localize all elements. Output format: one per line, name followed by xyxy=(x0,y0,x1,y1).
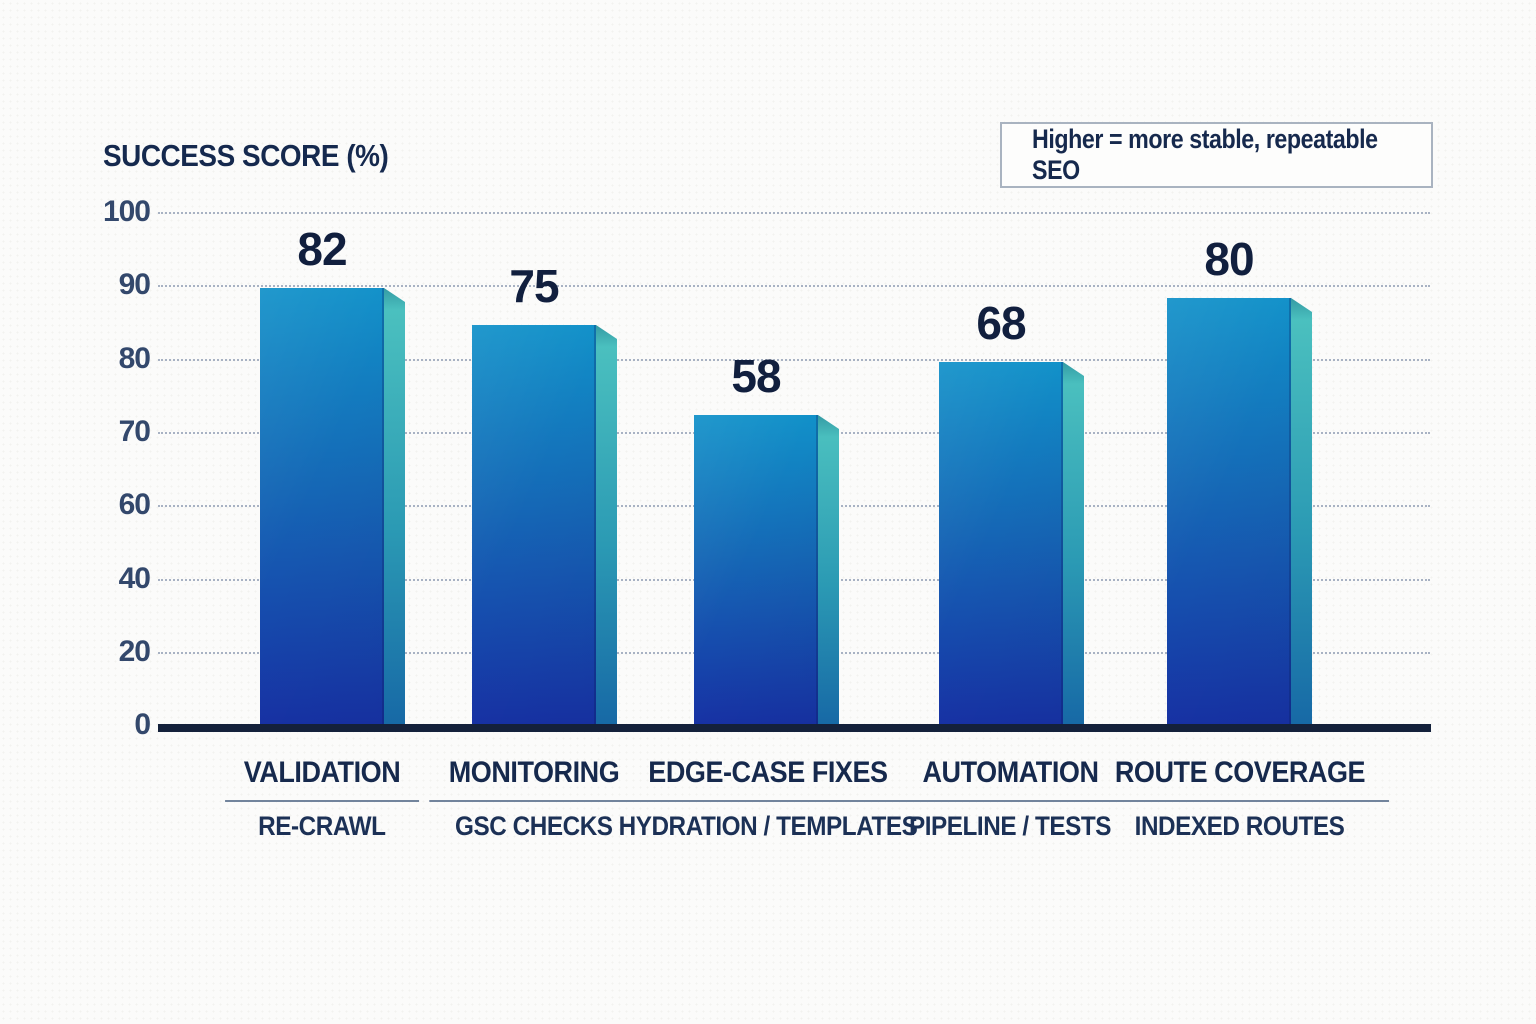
bar-value-label: 58 xyxy=(731,350,781,402)
gridline-90 xyxy=(158,285,1430,287)
bar-value-label: 75 xyxy=(509,260,559,312)
bar-value-label: 68 xyxy=(976,297,1026,349)
bar-value-label: 80 xyxy=(1204,233,1254,285)
bar-side-face xyxy=(384,288,405,724)
category-automation: AUTOMATION PIPELINE / TESTS xyxy=(898,756,1123,842)
category-label: AUTOMATION xyxy=(922,756,1098,789)
y-tick-20: 20 xyxy=(118,635,151,668)
category-sublabel: GSC CHECKS xyxy=(455,811,613,841)
category-label: EDGE-CASE FIXES xyxy=(648,756,888,789)
category-label: VALIDATION xyxy=(243,756,401,789)
y-tick-40: 40 xyxy=(118,562,151,595)
category-sublabel: RE-CRAWL xyxy=(258,811,386,841)
y-tick-80: 80 xyxy=(118,342,151,375)
category-sublabel: HYDRATION / TEMPLATES xyxy=(618,811,918,841)
category-validation: VALIDATION RE-CRAWL xyxy=(225,756,419,842)
y-tick-70: 70 xyxy=(118,415,151,448)
annotation-note-text: Higher = more stable, repeatable SEO xyxy=(1032,124,1378,185)
category-sublabel: PIPELINE / TESTS xyxy=(908,811,1112,841)
y-tick-60: 60 xyxy=(118,488,151,521)
chart-title-text: SUCCESS SCORE xyxy=(103,138,340,173)
y-tick-90: 90 xyxy=(118,268,151,301)
chart-title: SUCCESS SCORE (%) xyxy=(103,138,420,174)
bar-front-face xyxy=(694,415,818,724)
bar-front-face xyxy=(939,362,1063,724)
category-label: ROUTE COVERAGE xyxy=(1114,756,1366,789)
bar-front-face xyxy=(260,288,384,724)
bar-side-face xyxy=(1291,298,1312,724)
chart-title-unit: (%) xyxy=(346,138,389,173)
gridline-100 xyxy=(158,212,1430,214)
category-monitoring: MONITORING GSC CHECKS xyxy=(429,756,639,842)
bar-value-label: 82 xyxy=(297,223,347,275)
bar-side-face xyxy=(596,325,617,724)
x-axis-line xyxy=(158,724,1431,732)
annotation-note-box: Higher = more stable, repeatable SEO xyxy=(1000,122,1433,188)
bar-side-face xyxy=(1063,362,1084,724)
bar-side-face xyxy=(818,415,839,724)
bar-front-face xyxy=(1167,298,1291,724)
category-route-coverage: ROUTE COVERAGE INDEXED ROUTES xyxy=(1090,756,1390,842)
category-sublabel: INDEXED ROUTES xyxy=(1135,811,1345,841)
y-tick-100: 100 xyxy=(102,195,151,228)
bar-front-face xyxy=(472,325,596,724)
category-label: MONITORING xyxy=(448,756,620,789)
category-edge-case-fixes: EDGE-CASE FIXES HYDRATION / TEMPLATES xyxy=(602,756,934,842)
gridline-80 xyxy=(158,359,1430,361)
y-tick-0: 0 xyxy=(134,708,151,741)
